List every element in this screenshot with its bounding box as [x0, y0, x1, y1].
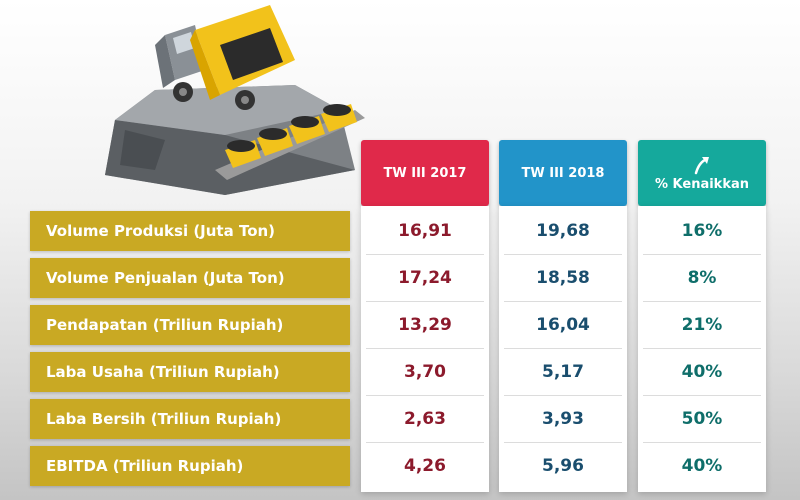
value-tw3-2017: 16,91 [398, 221, 452, 241]
curved-up-arrow-icon [694, 156, 709, 174]
value-tw3-2017: 17,24 [398, 268, 452, 288]
value-tw3-2017: 2,63 [404, 409, 446, 429]
column-header-label: % Kenaikkan [654, 176, 749, 192]
row-separator [643, 442, 761, 443]
row-separator [366, 301, 484, 302]
row-label: Volume Penjualan (Juta Ton) [30, 258, 350, 298]
value-increase: 21% [681, 315, 723, 335]
data-panel-2018 [499, 206, 627, 492]
row-separator [643, 348, 761, 349]
coal-mining-illustration [105, 5, 365, 195]
row-label: Laba Usaha (Triliun Rupiah) [30, 352, 350, 392]
value-tw3-2018: 3,93 [542, 409, 584, 429]
row-separator [504, 395, 622, 396]
row-separator [504, 301, 622, 302]
row-label: Pendapatan (Triliun Rupiah) [30, 305, 350, 345]
row-separator [504, 348, 622, 349]
column-header-label: TW III 2018 [521, 165, 605, 181]
value-increase: 40% [681, 456, 723, 476]
row-separator [366, 348, 484, 349]
row-label: Laba Bersih (Triliun Rupiah) [30, 399, 350, 439]
row-separator [643, 395, 761, 396]
column-header-increase: % Kenaikkan [638, 140, 766, 214]
value-tw3-2017: 13,29 [398, 315, 452, 335]
value-tw3-2018: 16,04 [536, 315, 590, 335]
row-separator [366, 254, 484, 255]
data-panel-increase [638, 206, 766, 492]
value-tw3-2018: 5,96 [542, 456, 584, 476]
row-label: Volume Produksi (Juta Ton) [30, 211, 350, 251]
value-tw3-2018: 5,17 [542, 362, 584, 382]
value-increase: 8% [687, 268, 717, 288]
row-label: EBITDA (Triliun Rupiah) [30, 446, 350, 486]
row-separator [643, 301, 761, 302]
column-header-label: TW III 2017 [383, 165, 467, 181]
data-panel-2017 [361, 206, 489, 492]
row-separator [504, 254, 622, 255]
value-tw3-2017: 4,26 [404, 456, 446, 476]
row-separator [366, 395, 484, 396]
value-tw3-2018: 18,58 [536, 268, 590, 288]
value-increase: 50% [681, 409, 723, 429]
row-separator [504, 442, 622, 443]
value-increase: 40% [681, 362, 723, 382]
row-separator [643, 254, 761, 255]
value-tw3-2017: 3,70 [404, 362, 446, 382]
value-increase: 16% [681, 221, 723, 241]
value-tw3-2018: 19,68 [536, 221, 590, 241]
column-header-tw3-2017: TW III 2017 [361, 140, 489, 214]
column-header-tw3-2018: TW III 2018 [499, 140, 627, 214]
row-separator [366, 442, 484, 443]
